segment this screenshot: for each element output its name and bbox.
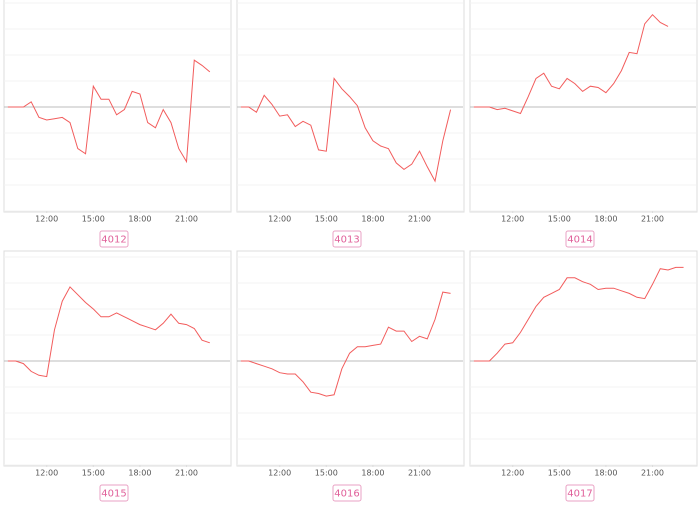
x-tick-label: 18:00 [128, 469, 151, 478]
x-tick-label: 18:00 [594, 469, 617, 478]
panel-frame [236, 0, 465, 213]
panel-frame [469, 250, 698, 467]
panel-frame [3, 250, 232, 467]
x-tick-label: 21:00 [641, 215, 664, 224]
x-tick-label: 12:00 [501, 469, 524, 478]
data-line [7, 59, 211, 164]
x-tick-label: 21:00 [408, 215, 431, 224]
panel-frame [3, 0, 232, 213]
title-box [565, 484, 595, 502]
chart-title: 4017 [567, 489, 592, 500]
x-tick-label: 15:00 [315, 469, 338, 478]
title-box [99, 484, 129, 502]
chart-panel: 12:00 15:00 18:00 21:00 4016 [236, 250, 465, 502]
x-tick-label: 18:00 [361, 215, 384, 224]
x-tick-label: 15:00 [315, 215, 338, 224]
panel-frame [236, 250, 465, 467]
x-tick-label: 15:00 [548, 469, 571, 478]
x-tick-label: 21:00 [641, 469, 664, 478]
title-box [332, 230, 362, 248]
x-tick-label: 21:00 [175, 469, 198, 478]
data-line [240, 77, 452, 183]
title-box [565, 230, 595, 248]
x-tick-label: 18:00 [361, 469, 384, 478]
x-tick-label: 15:00 [82, 469, 105, 478]
chart-panel: 12:00 15:00 18:00 21:00 4012 [3, 0, 232, 248]
chart-panel: 12:00 15:00 18:00 21:00 4015 [3, 250, 232, 502]
chart-panel: 12:00 15:00 18:00 21:00 4014 [469, 0, 698, 248]
x-tick-label: 12:00 [35, 215, 58, 224]
data-line [240, 291, 451, 397]
x-tick-label: 12:00 [268, 469, 291, 478]
data-line [473, 266, 684, 362]
x-tick-label: 21:00 [408, 469, 431, 478]
x-tick-label: 18:00 [128, 215, 151, 224]
x-tick-label: 15:00 [548, 215, 571, 224]
chart-title: 4013 [334, 235, 359, 246]
chart-panel: 12:00 15:00 18:00 21:00 4017 [469, 250, 698, 502]
data-line [473, 13, 669, 115]
x-tick-label: 12:00 [268, 215, 291, 224]
data-line [7, 286, 210, 378]
chart-panel: 12:00 15:00 18:00 21:00 4013 [236, 0, 465, 248]
x-tick-label: 15:00 [82, 215, 105, 224]
x-tick-label: 21:00 [175, 215, 198, 224]
x-tick-label: 12:00 [501, 215, 524, 224]
chart-title: 4016 [334, 489, 359, 500]
x-tick-label: 18:00 [594, 215, 617, 224]
x-tick-label: 12:00 [35, 469, 58, 478]
chart-title: 4014 [567, 235, 592, 246]
chart-title: 4015 [101, 489, 126, 500]
title-box [99, 230, 129, 248]
panel-frame [469, 0, 698, 213]
title-box [332, 484, 362, 502]
chart-title: 4012 [101, 235, 126, 246]
